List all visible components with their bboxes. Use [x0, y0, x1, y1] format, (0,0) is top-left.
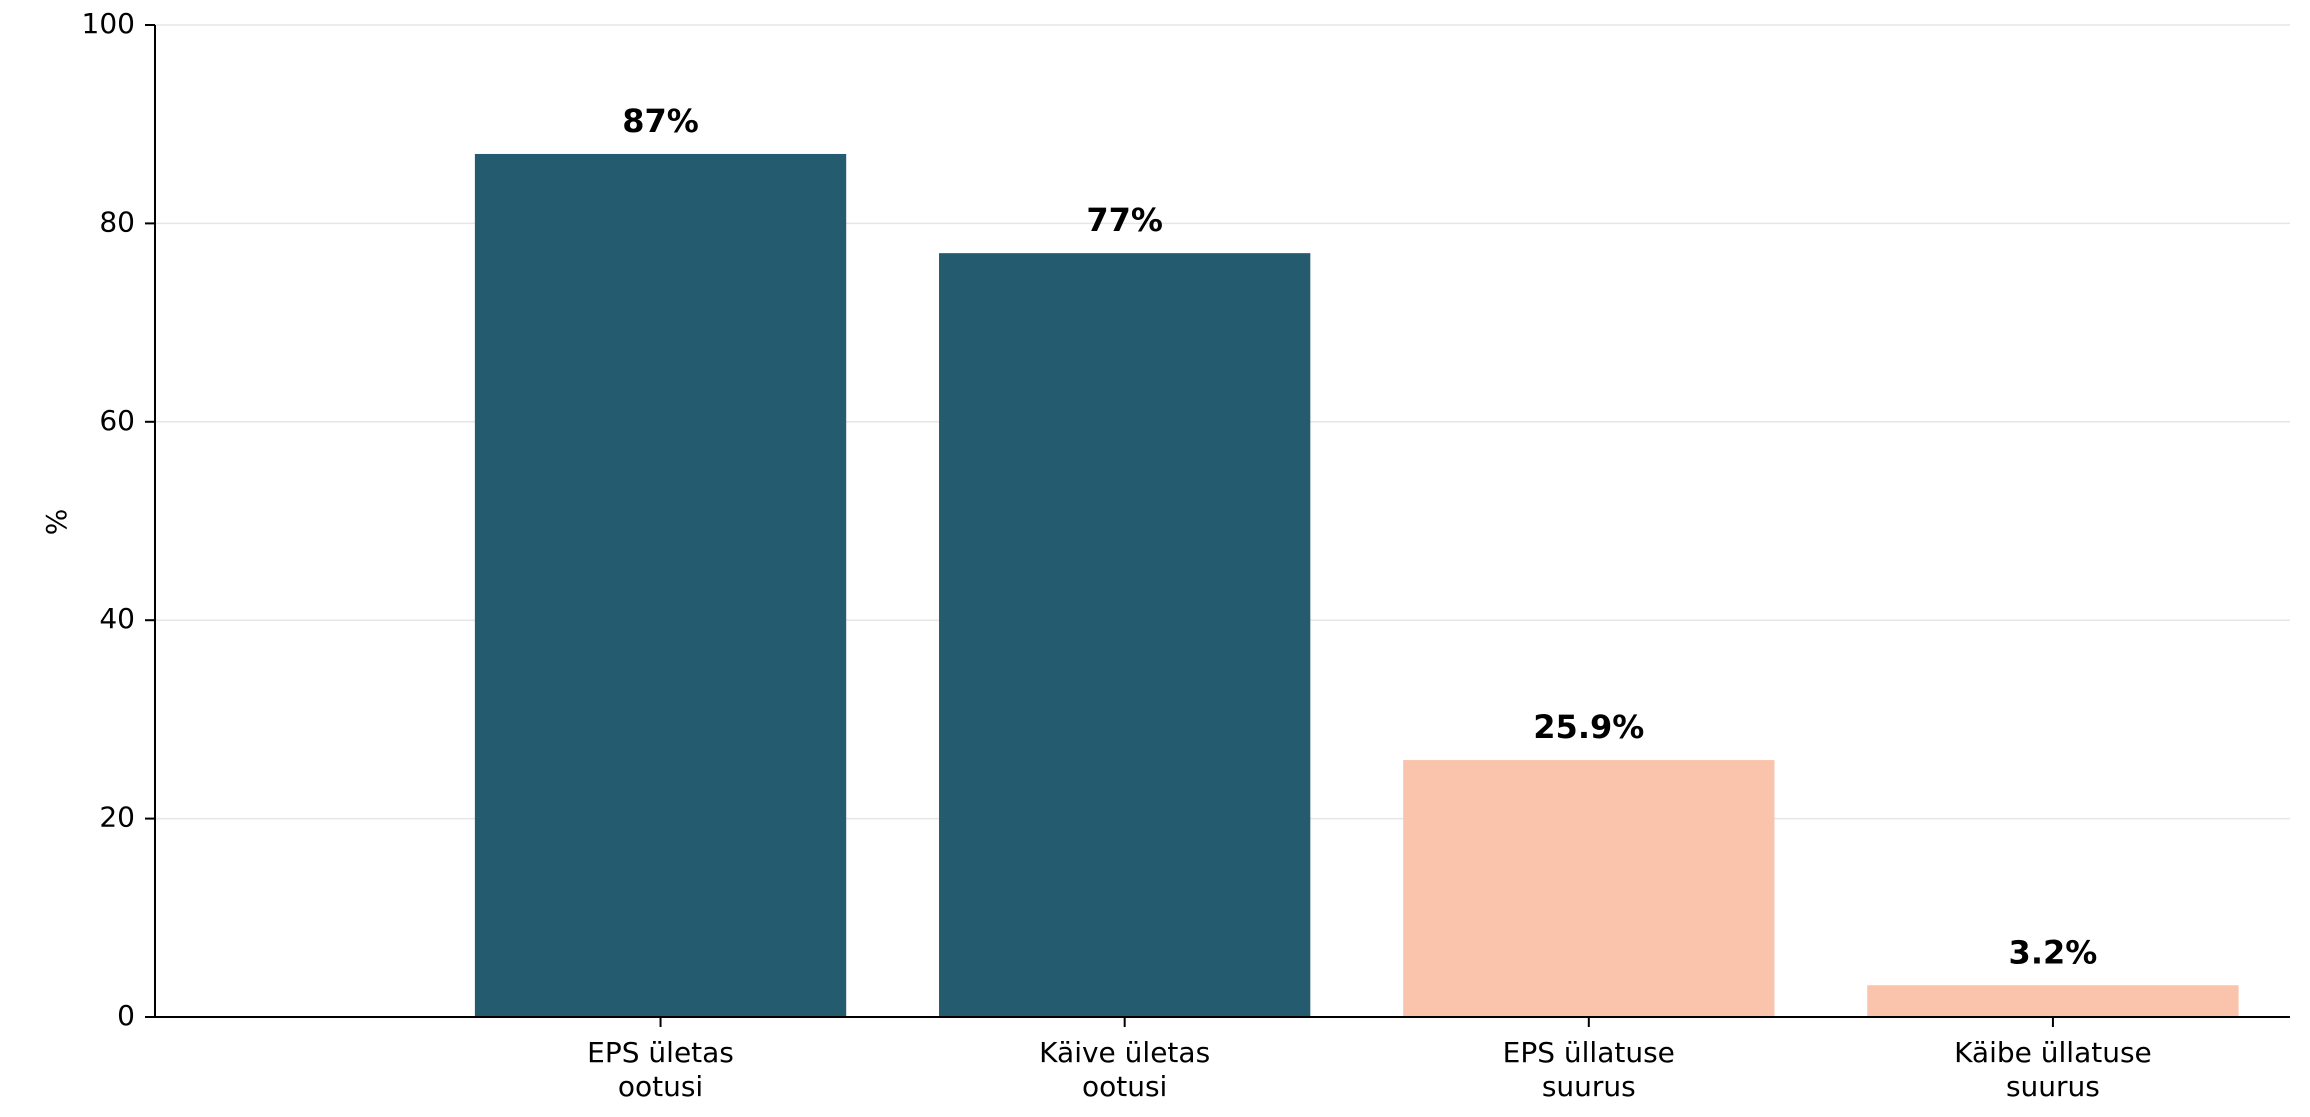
x-tick-label: EPS ületas ootusi [587, 1036, 734, 1103]
y-tick-label: 20 [99, 801, 135, 834]
bars [474, 153, 2239, 1017]
bar [939, 253, 1311, 1017]
y-tick-label: 60 [99, 404, 135, 437]
y-tick-label: 100 [82, 7, 135, 40]
data-label: 77% [1086, 201, 1163, 239]
bar [1403, 760, 1775, 1017]
y-tick-label: 0 [117, 999, 135, 1032]
x-tick-label: Käibe üllatuse suurus [1954, 1036, 2152, 1103]
data-label: 25.9% [1533, 708, 1644, 746]
y-tick-label: 40 [99, 602, 135, 635]
axes [154, 25, 2290, 1018]
y-ticks: 0 20 40 60 80 100 [82, 7, 155, 1032]
data-labels: 87% 77% 25.9% 3.2% [622, 102, 2097, 971]
x-ticks: EPS ületas ootusi Käive ületas ootusi EPS ül… [587, 1017, 2152, 1103]
x-tick-label: EPS üllatuse suurus [1503, 1036, 1675, 1103]
data-label: 87% [622, 102, 699, 140]
bar [1867, 985, 2239, 1017]
data-label: 3.2% [2009, 933, 2098, 971]
bar [474, 153, 847, 1017]
y-tick-label: 80 [99, 205, 135, 238]
y-axis-label: % [40, 509, 73, 536]
x-tick-label: Käive ületas ootusi [1039, 1036, 1210, 1103]
